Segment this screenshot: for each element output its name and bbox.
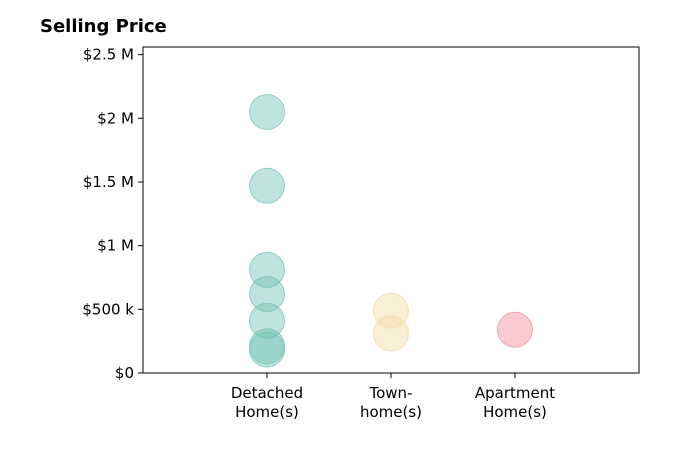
data-point bbox=[249, 331, 285, 368]
points-layer bbox=[249, 93, 533, 368]
y-tick-label: $0 bbox=[115, 364, 134, 382]
data-point bbox=[373, 315, 409, 352]
chart-title: Selling Price bbox=[40, 16, 167, 37]
data-point bbox=[497, 311, 533, 348]
x-tick-label: Town-home(s) bbox=[360, 384, 422, 421]
data-point bbox=[373, 292, 409, 329]
y-tick-label: $500 k bbox=[82, 300, 134, 318]
y-tick-label: $2 M bbox=[97, 109, 134, 127]
x-tick-label: Detached Home(s) bbox=[231, 384, 303, 421]
x-tick-label: Apartment Home(s) bbox=[475, 384, 555, 421]
data-point bbox=[249, 302, 285, 339]
y-tick-label: $2.5 M bbox=[83, 46, 134, 64]
data-point bbox=[249, 167, 285, 204]
data-point bbox=[249, 276, 285, 313]
x-axis: Detached Home(s) Town-home(s) Apartment Home… bbox=[231, 373, 555, 421]
y-tick-label: $1.5 M bbox=[83, 173, 134, 191]
data-point bbox=[249, 93, 285, 130]
y-axis: $0 $500 k $1 M $1.5 M $2 M $2.5 M bbox=[82, 46, 143, 382]
y-tick-label: $1 M bbox=[97, 237, 134, 255]
